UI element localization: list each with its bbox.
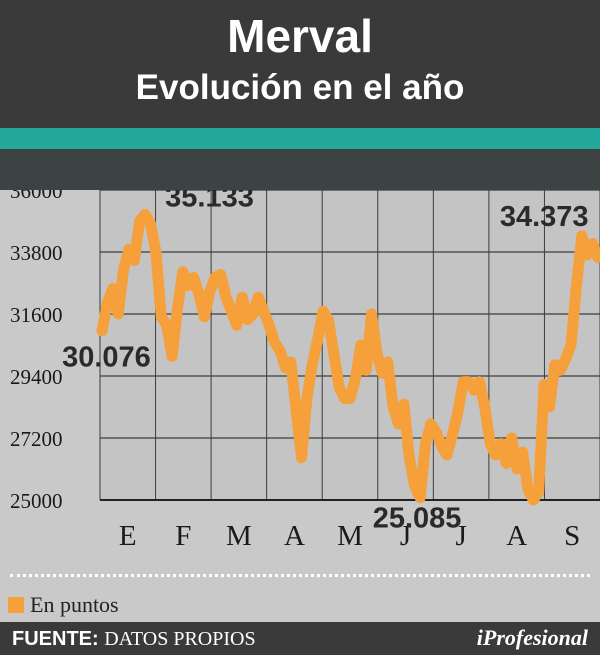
- y-tick-label: 25000: [10, 489, 63, 513]
- data-label: 35.133: [165, 190, 254, 213]
- month-label: J: [400, 520, 411, 552]
- data-label: 34.373: [500, 201, 589, 233]
- legend-swatch: [8, 597, 24, 613]
- legend: En puntos: [8, 592, 119, 618]
- chart-subtitle: Evolución en el año: [135, 68, 465, 107]
- legend-label: En puntos: [30, 592, 119, 617]
- y-tick-label: 29400: [10, 365, 63, 389]
- month-label: F: [175, 520, 191, 552]
- header: Merval Evolución en el año: [0, 0, 600, 128]
- header-band: [0, 149, 600, 190]
- y-tick-label: 33800: [10, 241, 63, 265]
- month-label: S: [564, 520, 580, 552]
- brand-logo: iProfesional: [476, 625, 588, 650]
- series-line-merval: [96, 208, 600, 506]
- dotted-divider: [10, 574, 590, 577]
- month-label: M: [337, 520, 363, 552]
- month-label: E: [119, 520, 137, 552]
- chart-title: Merval: [227, 10, 373, 62]
- month-label: A: [506, 520, 527, 552]
- accent-band: [0, 128, 600, 149]
- month-label: M: [226, 520, 252, 552]
- data-label: 30.076: [62, 341, 151, 373]
- y-tick-label: 27200: [10, 427, 63, 451]
- footer-source: FUENTE: DATOS PROPIOS: [12, 626, 256, 652]
- y-tick-label: 31600: [10, 303, 63, 327]
- source-label: FUENTE:: [12, 628, 99, 650]
- source-text: DATOS PROPIOS: [104, 628, 256, 650]
- data-label: 25.085: [373, 503, 462, 535]
- month-label: A: [284, 520, 305, 552]
- footer: FUENTE: DATOS PROPIOS iProfesional: [0, 622, 600, 655]
- y-tick-label: 36000: [10, 190, 63, 203]
- month-label: J: [455, 520, 466, 552]
